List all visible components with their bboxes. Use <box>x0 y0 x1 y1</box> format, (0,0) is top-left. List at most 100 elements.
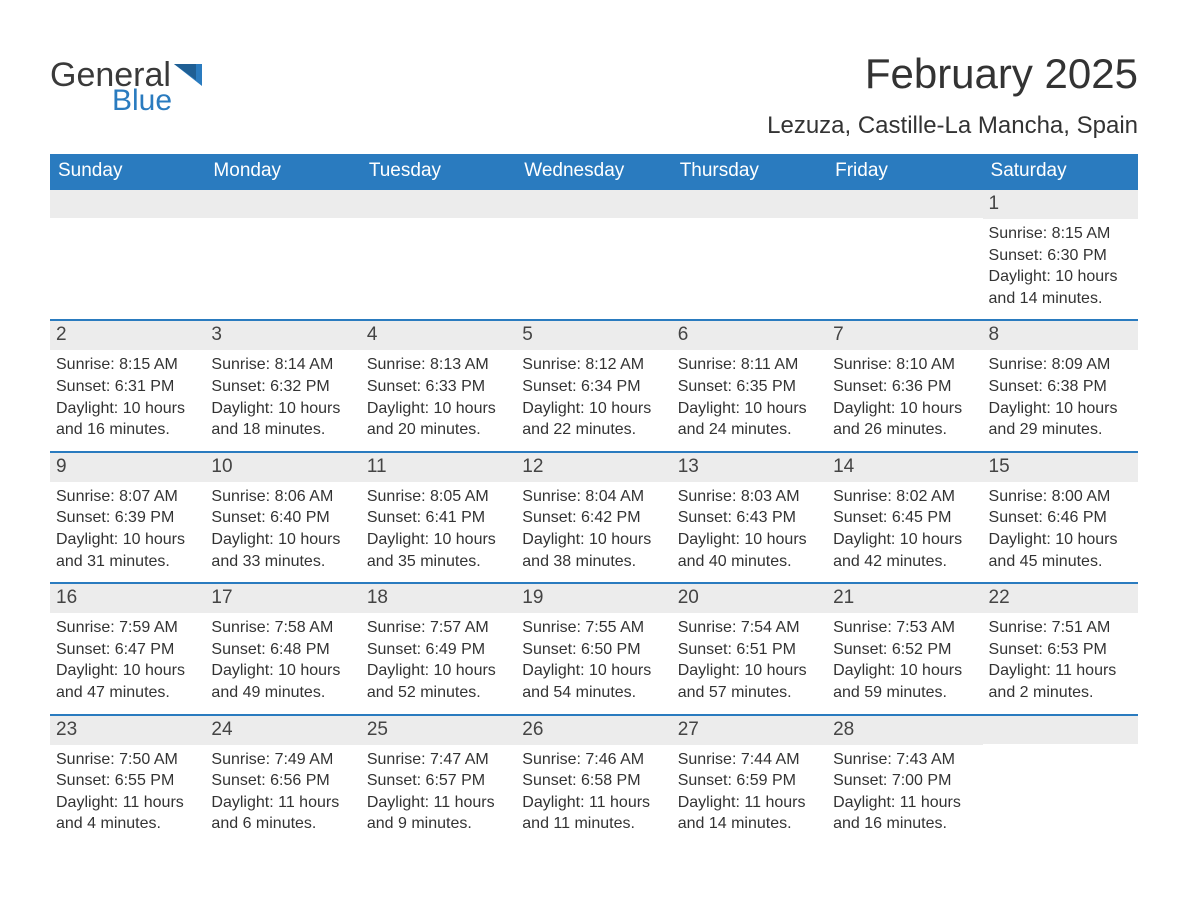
sunset-text: Sunset: 6:30 PM <box>989 245 1132 267</box>
sunset-text: Sunset: 6:38 PM <box>989 376 1132 398</box>
day-number: 14 <box>827 453 982 482</box>
day-cell: 15Sunrise: 8:00 AMSunset: 6:46 PMDayligh… <box>983 453 1138 582</box>
daylight-text: Daylight: 11 hours and 11 minutes. <box>522 792 665 835</box>
sunrise-text: Sunrise: 8:06 AM <box>211 486 354 508</box>
daylight-text: Daylight: 10 hours and 16 minutes. <box>56 398 199 441</box>
sunset-text: Sunset: 6:55 PM <box>56 770 199 792</box>
day-cell: 6Sunrise: 8:11 AMSunset: 6:35 PMDaylight… <box>672 321 827 450</box>
day-number: 19 <box>516 584 671 613</box>
sunrise-text: Sunrise: 7:51 AM <box>989 617 1132 639</box>
day-number: 20 <box>672 584 827 613</box>
sunrise-text: Sunrise: 7:59 AM <box>56 617 199 639</box>
day-number: 24 <box>205 716 360 745</box>
day-body: Sunrise: 7:44 AMSunset: 6:59 PMDaylight:… <box>672 745 827 845</box>
sunrise-text: Sunrise: 7:58 AM <box>211 617 354 639</box>
weekday-header: Sunday <box>50 154 205 190</box>
day-cell: 20 Sunrise: 7:54 AMSunset: 6:51 PMDayligh… <box>672 584 827 713</box>
day-number: 27 <box>672 716 827 745</box>
sunset-text: Sunset: 6:59 PM <box>678 770 821 792</box>
day-number: 16 <box>50 584 205 613</box>
logo-word-blue: Blue <box>112 86 172 116</box>
day-number: 12 <box>516 453 671 482</box>
sunset-text: Sunset: 6:51 PM <box>678 639 821 661</box>
day-cell: 8Sunrise: 8:09 AMSunset: 6:38 PMDaylight… <box>983 321 1138 450</box>
day-cell: 14Sunrise: 8:02 AMSunset: 6:45 PMDayligh… <box>827 453 982 582</box>
daylight-text: Daylight: 10 hours and 57 minutes. <box>678 660 821 703</box>
daylight-text: Daylight: 11 hours and 2 minutes. <box>989 660 1132 703</box>
day-cell: 1Sunrise: 8:15 AMSunset: 6:30 PMDaylight… <box>983 190 1138 319</box>
day-body: Sunrise: 7:59 AMSunset: 6:47 PMDaylight:… <box>50 613 205 713</box>
day-body: Sunrise: 8:06 AMSunset: 6:40 PMDaylight:… <box>205 482 360 582</box>
weekday-header: Monday <box>205 154 360 190</box>
day-number: 28 <box>827 716 982 745</box>
daylight-text: Daylight: 10 hours and 22 minutes. <box>522 398 665 441</box>
day-cell: 18Sunrise: 7:57 AMSunset: 6:49 PMDayligh… <box>361 584 516 713</box>
empty-day-bar <box>361 190 516 218</box>
week-row: 2Sunrise: 8:15 AMSunset: 6:31 PMDaylight… <box>50 319 1138 450</box>
weekday-header: Tuesday <box>361 154 516 190</box>
sunrise-text: Sunrise: 7:53 AM <box>833 617 976 639</box>
day-cell: 16Sunrise: 7:59 AMSunset: 6:47 PMDayligh… <box>50 584 205 713</box>
daylight-text: Daylight: 11 hours and 6 minutes. <box>211 792 354 835</box>
daylight-text: Daylight: 10 hours and 31 minutes. <box>56 529 199 572</box>
day-body: Sunrise: 7:50 AMSunset: 6:55 PMDaylight:… <box>50 745 205 845</box>
day-cell: 26Sunrise: 7:46 AMSunset: 6:58 PMDayligh… <box>516 716 671 845</box>
sunrise-text: Sunrise: 7:57 AM <box>367 617 510 639</box>
day-body: Sunrise: 7:49 AMSunset: 6:56 PMDaylight:… <box>205 745 360 845</box>
sunrise-text: Sunrise: 7:54 AM <box>678 617 821 639</box>
sunrise-text: Sunrise: 8:05 AM <box>367 486 510 508</box>
daylight-text: Daylight: 10 hours and 35 minutes. <box>367 529 510 572</box>
daylight-text: Daylight: 10 hours and 24 minutes. <box>678 398 821 441</box>
sunrise-text: Sunrise: 8:09 AM <box>989 354 1132 376</box>
day-body: Sunrise: 7:57 AMSunset: 6:49 PMDaylight:… <box>361 613 516 713</box>
daylight-text: Daylight: 10 hours and 40 minutes. <box>678 529 821 572</box>
day-body: Sunrise: 7:55 AMSunset: 6:50 PMDaylight:… <box>516 613 671 713</box>
sunrise-text: Sunrise: 7:55 AM <box>522 617 665 639</box>
sunset-text: Sunset: 6:31 PM <box>56 376 199 398</box>
day-cell: 28Sunrise: 7:43 AMSunset: 7:00 PMDayligh… <box>827 716 982 845</box>
sunset-text: Sunset: 6:58 PM <box>522 770 665 792</box>
day-body: Sunrise: 8:12 AMSunset: 6:34 PMDaylight:… <box>516 350 671 450</box>
day-cell <box>983 716 1138 845</box>
day-number: 21 <box>827 584 982 613</box>
sunset-text: Sunset: 6:50 PM <box>522 639 665 661</box>
sunrise-text: Sunrise: 8:00 AM <box>989 486 1132 508</box>
sunset-text: Sunset: 6:47 PM <box>56 639 199 661</box>
day-cell <box>361 190 516 319</box>
day-cell: 22Sunrise: 7:51 AMSunset: 6:53 PMDayligh… <box>983 584 1138 713</box>
day-number: 25 <box>361 716 516 745</box>
sunrise-text: Sunrise: 8:07 AM <box>56 486 199 508</box>
day-body: Sunrise: 8:11 AMSunset: 6:35 PMDaylight:… <box>672 350 827 450</box>
day-number: 7 <box>827 321 982 350</box>
weekday-header: Friday <box>827 154 982 190</box>
sunrise-text: Sunrise: 8:15 AM <box>56 354 199 376</box>
day-cell: 2Sunrise: 8:15 AMSunset: 6:31 PMDaylight… <box>50 321 205 450</box>
day-cell: 24Sunrise: 7:49 AMSunset: 6:56 PMDayligh… <box>205 716 360 845</box>
day-cell: 23Sunrise: 7:50 AMSunset: 6:55 PMDayligh… <box>50 716 205 845</box>
day-number: 26 <box>516 716 671 745</box>
daylight-text: Daylight: 11 hours and 14 minutes. <box>678 792 821 835</box>
daylight-text: Daylight: 10 hours and 14 minutes. <box>989 266 1132 309</box>
daylight-text: Daylight: 10 hours and 18 minutes. <box>211 398 354 441</box>
day-body: Sunrise: 7:53 AMSunset: 6:52 PMDaylight:… <box>827 613 982 713</box>
sunset-text: Sunset: 6:43 PM <box>678 507 821 529</box>
week-row: 9Sunrise: 8:07 AMSunset: 6:39 PMDaylight… <box>50 451 1138 582</box>
day-body: Sunrise: 7:58 AMSunset: 6:48 PMDaylight:… <box>205 613 360 713</box>
sunrise-text: Sunrise: 8:03 AM <box>678 486 821 508</box>
daylight-text: Daylight: 11 hours and 4 minutes. <box>56 792 199 835</box>
day-cell <box>50 190 205 319</box>
empty-day-bar <box>516 190 671 218</box>
day-cell: 17Sunrise: 7:58 AMSunset: 6:48 PMDayligh… <box>205 584 360 713</box>
day-cell: 27Sunrise: 7:44 AMSunset: 6:59 PMDayligh… <box>672 716 827 845</box>
sunset-text: Sunset: 6:45 PM <box>833 507 976 529</box>
weekday-header: Wednesday <box>516 154 671 190</box>
sunset-text: Sunset: 6:53 PM <box>989 639 1132 661</box>
day-body: Sunrise: 8:09 AMSunset: 6:38 PMDaylight:… <box>983 350 1138 450</box>
day-cell: 5Sunrise: 8:12 AMSunset: 6:34 PMDaylight… <box>516 321 671 450</box>
week-row: 16Sunrise: 7:59 AMSunset: 6:47 PMDayligh… <box>50 582 1138 713</box>
sunrise-text: Sunrise: 8:11 AM <box>678 354 821 376</box>
location: Lezuza, Castille-La Mancha, Spain <box>767 112 1138 140</box>
day-body: Sunrise: 8:10 AMSunset: 6:36 PMDaylight:… <box>827 350 982 450</box>
logo-text: General Blue <box>50 58 172 116</box>
daylight-text: Daylight: 10 hours and 49 minutes. <box>211 660 354 703</box>
